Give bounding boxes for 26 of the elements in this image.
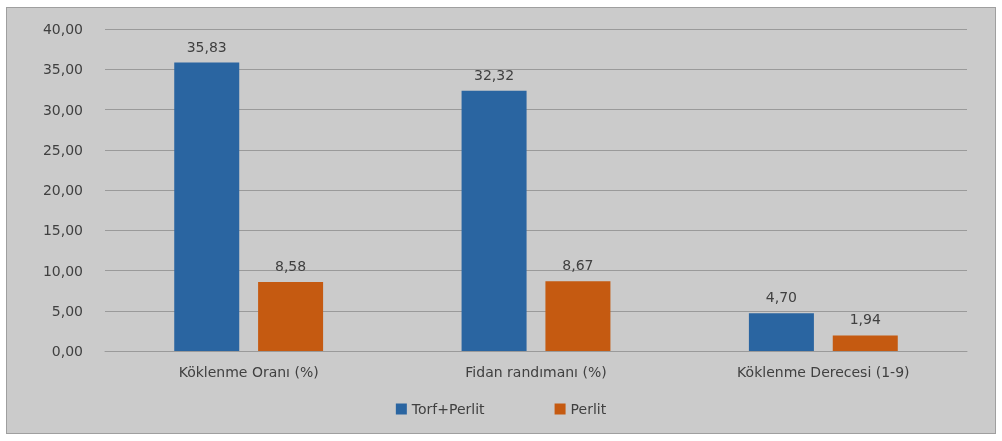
y-tick-label: 25,00: [42, 141, 83, 158]
data-label: 8,58: [275, 257, 307, 274]
legend-label: Perlit: [570, 401, 607, 417]
bar: [545, 281, 611, 351]
x-tick-label: Köklenme Derecesi (1-9): [737, 364, 910, 380]
bar: [174, 62, 240, 351]
y-tick-label: 35,00: [42, 61, 83, 78]
x-tick-label: Fidan randımanı (%): [465, 364, 607, 380]
data-label: 35,83: [186, 38, 227, 55]
bar: [748, 313, 814, 351]
data-label: 32,32: [474, 66, 515, 83]
data-label: 8,67: [562, 257, 594, 274]
y-tick-label: 40,00: [42, 21, 83, 37]
bar: [461, 90, 527, 351]
y-tick-label: 15,00: [42, 222, 83, 239]
y-tick-label: 30,00: [42, 101, 83, 118]
data-label: 1,94: [849, 311, 881, 328]
x-tick-label: Köklenme Oranı (%): [178, 364, 319, 380]
data-label: 4,70: [765, 289, 797, 306]
y-tick-label: 0,00: [51, 343, 83, 359]
legend-label: Torf+Perlit: [410, 401, 486, 417]
y-tick-label: 10,00: [42, 262, 83, 279]
bar: [832, 335, 898, 351]
y-tick-label: 5,00: [51, 302, 83, 319]
y-tick-label: 20,00: [42, 182, 83, 198]
bar: [258, 281, 324, 351]
